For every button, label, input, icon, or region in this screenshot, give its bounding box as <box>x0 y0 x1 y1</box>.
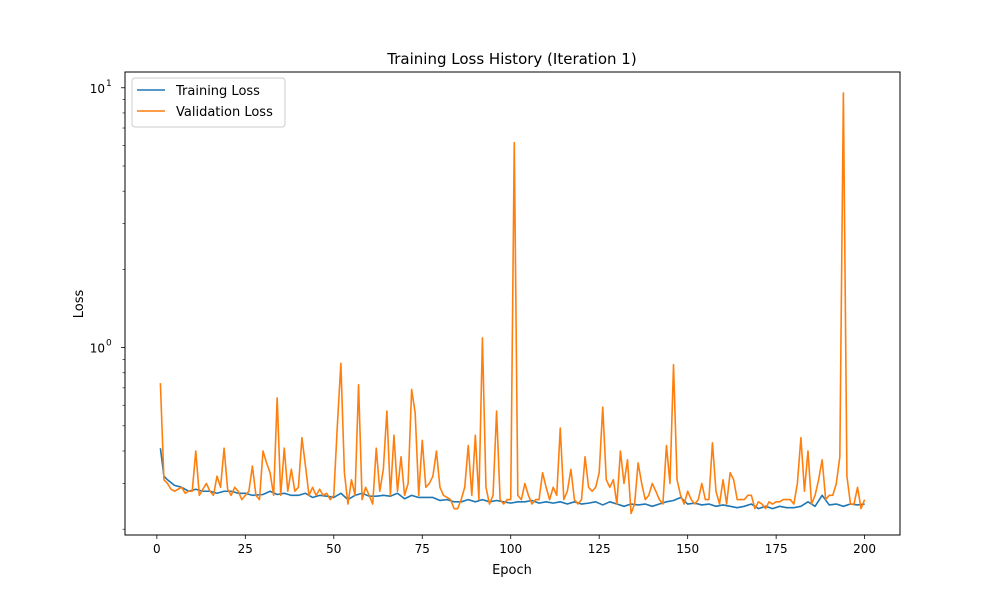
plot-frame <box>124 71 901 536</box>
plot-lines <box>159 92 866 515</box>
y-tick-label: 10 <box>90 82 105 96</box>
x-tick-label: 200 <box>853 542 876 556</box>
x-tick-label: 175 <box>765 542 788 556</box>
legend-label: Validation Loss <box>176 105 273 120</box>
legend-label: Training Loss <box>175 84 260 99</box>
x-tick-label: 50 <box>326 542 341 556</box>
x-tick-label: 25 <box>238 542 253 556</box>
x-tick-label: 150 <box>676 542 699 556</box>
series-line-validation-loss <box>159 92 866 515</box>
y-tick-label: 10 <box>90 342 105 356</box>
y-axis-label: Loss <box>72 290 87 319</box>
legend: Training Loss Validation Loss <box>131 77 286 128</box>
legend-box <box>131 77 286 128</box>
x-tick-label: 125 <box>588 542 611 556</box>
y-tick-exponent: 1 <box>106 79 112 89</box>
x-tick-label: 100 <box>499 542 522 556</box>
y-tick-exponent: 0 <box>106 339 112 349</box>
chart-title: Training Loss History (Iteration 1) <box>386 50 636 68</box>
x-axis-label: Epoch <box>492 563 532 578</box>
x-tick-label: 0 <box>153 542 161 556</box>
series-line-training-loss <box>159 448 865 510</box>
x-axis-ticks: 0 25 50 75 100 125 150 175 200 <box>153 535 876 556</box>
x-tick-label: 75 <box>415 542 430 556</box>
